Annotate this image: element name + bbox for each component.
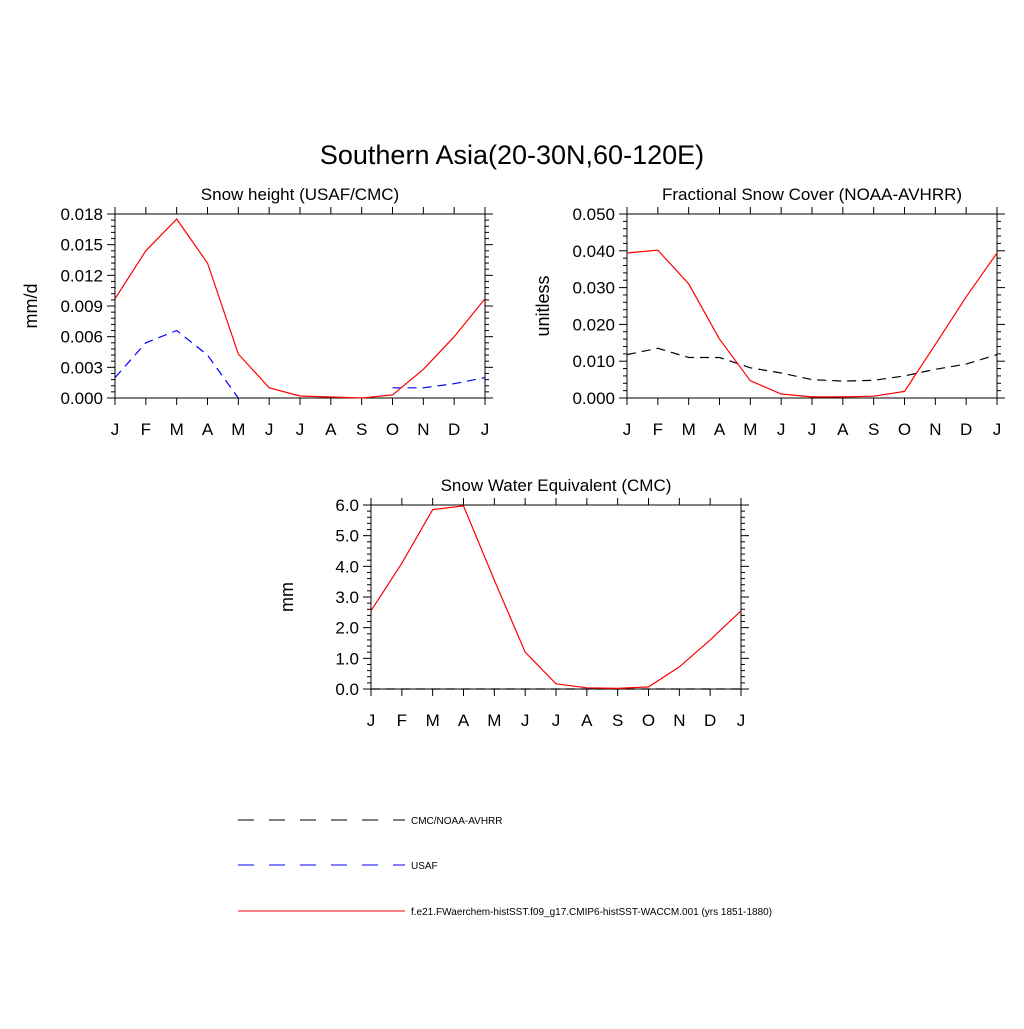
- y-tick-label: 0.012: [60, 266, 103, 285]
- series-line-model: [626, 249, 998, 398]
- chart-title: Snow height (USAF/CMC): [201, 185, 399, 204]
- chart-title: Fractional Snow Cover (NOAA-AVHRR): [662, 185, 962, 204]
- x-tick-label: J: [296, 420, 305, 439]
- x-tick-label: J: [623, 420, 632, 439]
- legend: CMC/NOAA-AVHRR USAF f.e21.FWaerchem-histSS…: [238, 816, 772, 918]
- x-tick-label: F: [653, 420, 663, 439]
- x-tick-label: N: [929, 420, 941, 439]
- x-tick-label: J: [367, 711, 376, 730]
- y-axis-label: mm: [277, 582, 297, 612]
- series-line-model: [114, 218, 486, 399]
- x-tick-label: J: [111, 420, 120, 439]
- x-tick-label: S: [356, 420, 367, 439]
- series-line-usaf: [114, 329, 486, 399]
- y-tick-label: 4.0: [335, 557, 359, 576]
- x-tick-label: A: [714, 420, 726, 439]
- y-tick-label: 0.050: [572, 205, 615, 224]
- x-tick-label: M: [170, 420, 184, 439]
- x-tick-label: N: [673, 711, 685, 730]
- y-tick-label: 0.020: [572, 315, 615, 334]
- x-tick-label: M: [682, 420, 696, 439]
- x-tick-label: M: [487, 711, 501, 730]
- y-tick-label: 0.000: [60, 389, 103, 408]
- x-tick-label: D: [448, 420, 460, 439]
- y-tick-label: 0.040: [572, 242, 615, 261]
- chart-panel-3: Snow Water Equivalent (CMC)mmJ F M A M J J A S O N…: [277, 476, 749, 730]
- main-title: Southern Asia(20-30N,60-120E): [320, 140, 704, 170]
- x-tick-label: F: [141, 420, 151, 439]
- y-tick-label: 1.0: [335, 649, 359, 668]
- series-line-obs: [626, 347, 998, 382]
- x-tick-label: D: [704, 711, 716, 730]
- series-line-model: [370, 505, 742, 690]
- x-tick-label: J: [808, 420, 817, 439]
- x-tick-label: A: [325, 420, 337, 439]
- y-tick-label: 0.010: [572, 352, 615, 371]
- x-tick-label: N: [417, 420, 429, 439]
- y-tick-label: 2.0: [335, 619, 359, 638]
- x-tick-label: M: [231, 420, 245, 439]
- chart-panel-2: Fractional Snow Cover (NOAA-AVHRR) unitle…: [533, 185, 1005, 439]
- y-tick-label: 0.015: [60, 236, 103, 255]
- x-tick-label: A: [202, 420, 214, 439]
- x-tick-label: M: [743, 420, 757, 439]
- plot-frame: [114, 213, 486, 399]
- x-tick-label: F: [397, 711, 407, 730]
- x-tick-label: J: [993, 420, 1002, 439]
- x-tick-label: S: [868, 420, 879, 439]
- chart-title: Snow Water Equivalent (CMC): [441, 476, 672, 495]
- y-axis-label: mm/d: [21, 284, 41, 329]
- x-tick-label: J: [737, 711, 746, 730]
- x-tick-label: M: [426, 711, 440, 730]
- legend-label: USAF: [411, 861, 438, 872]
- y-axis-label: unitless: [533, 275, 553, 336]
- y-tick-label: 0.030: [572, 279, 615, 298]
- x-tick-label: A: [581, 711, 593, 730]
- x-tick-label: J: [521, 711, 530, 730]
- x-tick-label: D: [960, 420, 972, 439]
- plot-frame: [626, 213, 998, 399]
- x-tick-label: O: [386, 420, 399, 439]
- panels: Snow height (USAF/CMC)mm/dJ F M A M J J A S O N D J0…: [21, 185, 1005, 730]
- y-tick-label: 3.0: [335, 588, 359, 607]
- y-tick-label: 0.018: [60, 205, 103, 224]
- y-tick-label: 0.000: [572, 389, 615, 408]
- x-tick-label: A: [837, 420, 849, 439]
- y-tick-label: 5.0: [335, 527, 359, 546]
- x-tick-label: O: [642, 711, 655, 730]
- y-tick-label: 0.006: [60, 328, 103, 347]
- x-tick-label: A: [458, 711, 470, 730]
- y-tick-label: 0.003: [60, 358, 103, 377]
- x-tick-label: J: [777, 420, 786, 439]
- y-tick-label: 0.0: [335, 680, 359, 699]
- legend-label: f.e21.FWaerchem-histSST.f09_g17.CMIP6-hi…: [411, 907, 772, 918]
- x-tick-label: J: [481, 420, 490, 439]
- chart-panel-1: Snow height (USAF/CMC)mm/dJ F M A M J J A S O N D J0…: [21, 185, 493, 439]
- y-tick-label: 6.0: [335, 496, 359, 515]
- legend-label: CMC/NOAA-AVHRR: [411, 816, 502, 827]
- y-tick-label: 0.009: [60, 297, 103, 316]
- x-tick-label: O: [898, 420, 911, 439]
- x-tick-label: J: [265, 420, 274, 439]
- x-tick-label: J: [552, 711, 561, 730]
- x-tick-label: S: [612, 711, 623, 730]
